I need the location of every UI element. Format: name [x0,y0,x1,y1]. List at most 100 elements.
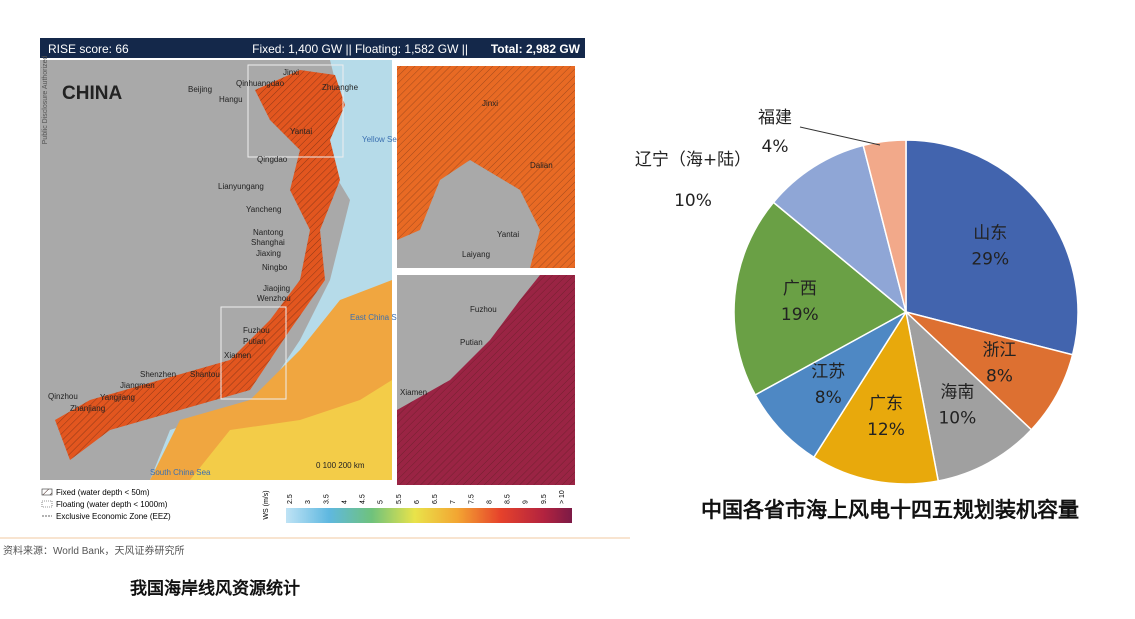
colorbar-tick: 9 [523,500,530,504]
city: Jinxi [283,68,299,77]
pie-slice [733,201,908,396]
pie-slice [862,139,907,313]
value-label: 10% [674,191,712,211]
colorbar-tick: 8.5 [505,494,512,504]
city: Dalian [530,161,553,170]
city: Yantai [497,230,519,239]
side-note: Public Disclosure Authorized [42,56,49,145]
city: Qingdao [257,155,288,164]
fixed-area [55,70,345,460]
sea-label: South China Sea [150,468,211,477]
city: Jinxi [482,99,498,108]
city: Shenzhen [140,370,176,379]
colorbar-tick: 9.5 [541,494,548,504]
colorbar-ticks: 2.5 3 3.5 4 4.5 5 5.5 6 6.5 7 7.5 8 8.5 9 9.5 > 10 [287,490,566,504]
colorbar-tick: 4.5 [360,494,367,504]
value-label: 10% [938,408,976,428]
slice-label: 广东 [869,394,903,414]
city: Nantong [253,228,283,237]
colorbar-tick: 3 [305,500,312,504]
city: Jiangmen [120,381,155,390]
city: Ningbo [262,263,288,272]
colorbar-tick: 5 [378,500,385,504]
ocean-wind [190,380,392,480]
city: Yangjiang [100,393,135,402]
value-label: 12% [867,420,905,440]
sea-label: East China Sea [350,313,406,322]
chart-title: 中国各省市海上风电十四五规划装机容量 [701,498,1079,522]
pie-slice [905,139,1079,356]
map: RISE score: 66 Fixed: 1,400 GW || Floati… [40,38,585,528]
fixed-area [397,275,575,485]
city: Zhuanghe [322,83,359,92]
slice-label: 海南 [940,382,974,402]
city: Putian [243,337,266,346]
value-label: 8% [815,388,842,408]
city: Fuzhou [470,305,497,314]
city: Zhanjiang [70,404,105,413]
value-label: 8% [986,366,1013,386]
legend-item: Fixed (water depth < 50m) [56,488,150,497]
city: Jiaxing [256,249,281,258]
value-label: 29% [971,250,1009,270]
colorbar-tick: 2.5 [287,494,294,504]
legend-item: Exclusive Economic Zone (EEZ) [56,512,171,521]
colorbar-tick: 3.5 [323,494,330,504]
country: CHINA [62,83,122,104]
city: Wenzhou [257,294,291,303]
colorbar-tick: 7.5 [468,494,475,504]
city: Hangu [219,95,243,104]
city: Yantai [290,127,312,136]
legend-item: Floating (water depth < 1000m) [56,500,168,509]
value-label: 4% [762,137,789,157]
inset-box [247,64,344,158]
city: Shanghai [251,238,285,247]
colorbar-tick: > 10 [559,490,566,504]
source: 资料来源：World Bank，天风证券研究所 [3,544,185,557]
leader-line [799,126,881,146]
map-header [40,38,585,58]
slice-label: 浙江 [982,340,1016,360]
city: Beijing [188,85,212,94]
city: Qinhuangdao [236,79,285,88]
city: Putian [460,338,483,347]
value-label: 19% [781,305,819,325]
pie-slice [904,309,1033,482]
colorbar-tick: 5.5 [396,494,403,504]
colorbar [286,508,572,523]
sea-label: Yellow Sea [362,135,402,144]
legend-swatch [41,488,53,496]
slice-label: 江苏 [811,362,845,382]
fixed-area [397,66,575,268]
colorbar-label: WS (m/s) [263,490,270,519]
city: Yancheng [246,205,281,214]
colorbar-tick: 7 [450,500,457,504]
city: Xiamen [224,351,251,360]
colorbar-tick: 6.5 [432,494,439,504]
scale: 0 100 200 km [316,461,365,470]
rise-score: RISE score: 66 [48,42,129,56]
city: Jiaojing [263,284,290,293]
legend-swatch [41,500,53,508]
map-caption: 我国海岸线风资源统计 [130,578,300,598]
slice-label: 辽宁（海+陆） [635,150,751,170]
city: Qinzhou [48,392,78,401]
pie-chart: 山东 29% 浙江 8% 海南 10% 广东 12% 江苏 8% 广西 19% 辽宁（海+陆） 10% 福建… [635,108,1079,485]
city: Fuzhou [243,326,270,335]
slice-label: 福建 [758,108,792,128]
pie-slice [772,144,908,315]
city: Xiamen [400,388,427,397]
slice-label: 山东 [973,224,1007,244]
inset-box [220,306,287,400]
slice-label: 广西 [783,279,817,299]
capacity: Fixed: 1,400 GW || Floating: 1,582 GW || [252,42,468,56]
city: Lianyungang [218,182,264,191]
total: Total: 2,982 GW [491,42,581,56]
colorbar-tick: 4 [341,500,348,504]
colorbar-tick: 6 [414,500,421,504]
colorbar-tick: 8 [486,500,493,504]
pie-slice [812,309,940,485]
city: Shantou [190,370,220,379]
